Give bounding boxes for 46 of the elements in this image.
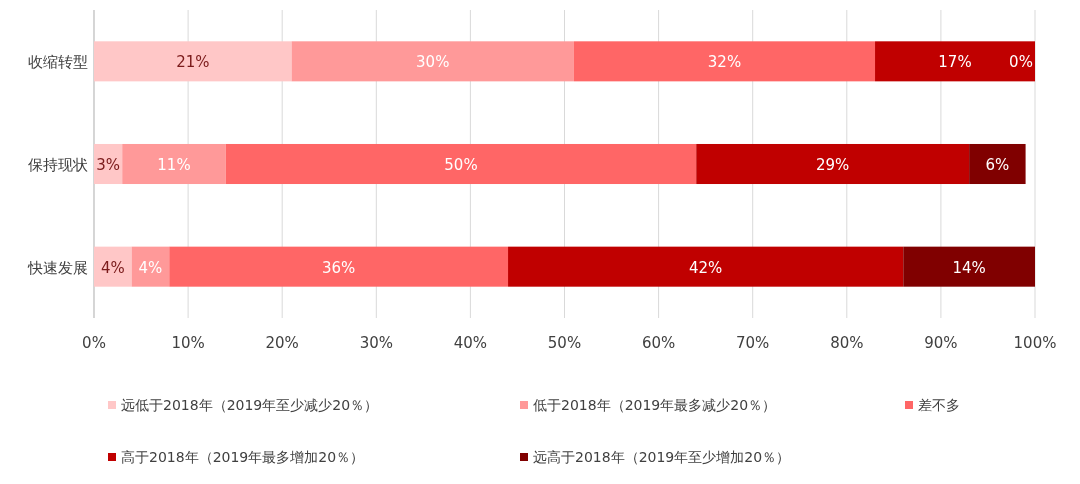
data-label: 4% — [100, 258, 125, 277]
data-label: 32% — [707, 53, 742, 72]
x-tick-label: 30% — [359, 334, 393, 352]
x-tick-label: 10% — [171, 334, 205, 352]
bar — [225, 143, 697, 185]
legend-label: 远低于2018年（2019年至少减少20％） — [121, 397, 379, 413]
bar — [696, 143, 970, 185]
x-tick-label: 60% — [641, 334, 676, 352]
y-tick-label: 快速发展 — [27, 258, 88, 277]
bar — [508, 246, 904, 287]
data-label: 36% — [321, 258, 356, 277]
x-tick-label: 100% — [1013, 334, 1057, 352]
x-tick-label: 0% — [82, 334, 106, 352]
legend-label: 高于2018年（2019年最多增加20％） — [121, 449, 365, 465]
data-label: 6% — [985, 156, 1010, 174]
bar — [94, 41, 292, 82]
bar — [94, 246, 132, 287]
data-label: 0% — [1009, 53, 1033, 72]
bar — [903, 246, 1035, 287]
bar — [969, 143, 1026, 185]
x-tick-label: 40% — [453, 334, 488, 352]
bar — [291, 41, 574, 82]
data-label: 42% — [688, 258, 723, 277]
data-label: 4% — [138, 258, 163, 277]
data-label: 29% — [816, 156, 850, 174]
bar — [122, 143, 226, 185]
bar — [573, 41, 876, 82]
x-tick-label: 80% — [830, 334, 864, 352]
data-label: 50% — [444, 156, 478, 174]
data-label: 21% — [176, 53, 210, 72]
data-label: 3% — [96, 156, 121, 174]
data-label: 14% — [952, 258, 986, 277]
legend-label: 远高于2018年（2019年至少增加20％） — [533, 449, 791, 465]
x-tick-label: 50% — [547, 334, 582, 352]
y-tick-label: 收缩转型 — [28, 53, 88, 72]
bar — [169, 246, 509, 287]
x-tick-label: 70% — [736, 334, 770, 352]
data-label: 30% — [416, 53, 450, 72]
x-tick-label: 20% — [265, 334, 299, 352]
data-label: 17% — [938, 53, 972, 72]
y-tick-label: 保持现状 — [28, 156, 88, 174]
legend-label: 低于2018年（2019年最多减少20％） — [533, 397, 777, 413]
data-label: 11% — [157, 156, 191, 174]
legend-label: 差不多 — [918, 397, 960, 413]
bar — [875, 41, 1035, 82]
x-tick-label: 90% — [924, 334, 958, 352]
